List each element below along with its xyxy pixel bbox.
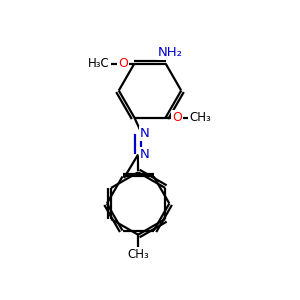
Text: N: N: [140, 148, 149, 161]
Text: O: O: [118, 57, 128, 70]
Text: N: N: [140, 127, 149, 140]
Text: H₃C: H₃C: [88, 57, 110, 70]
Text: CH₃: CH₃: [189, 111, 211, 124]
Text: NH₂: NH₂: [158, 46, 183, 59]
Text: O: O: [172, 111, 182, 124]
Text: CH₃: CH₃: [127, 248, 149, 261]
